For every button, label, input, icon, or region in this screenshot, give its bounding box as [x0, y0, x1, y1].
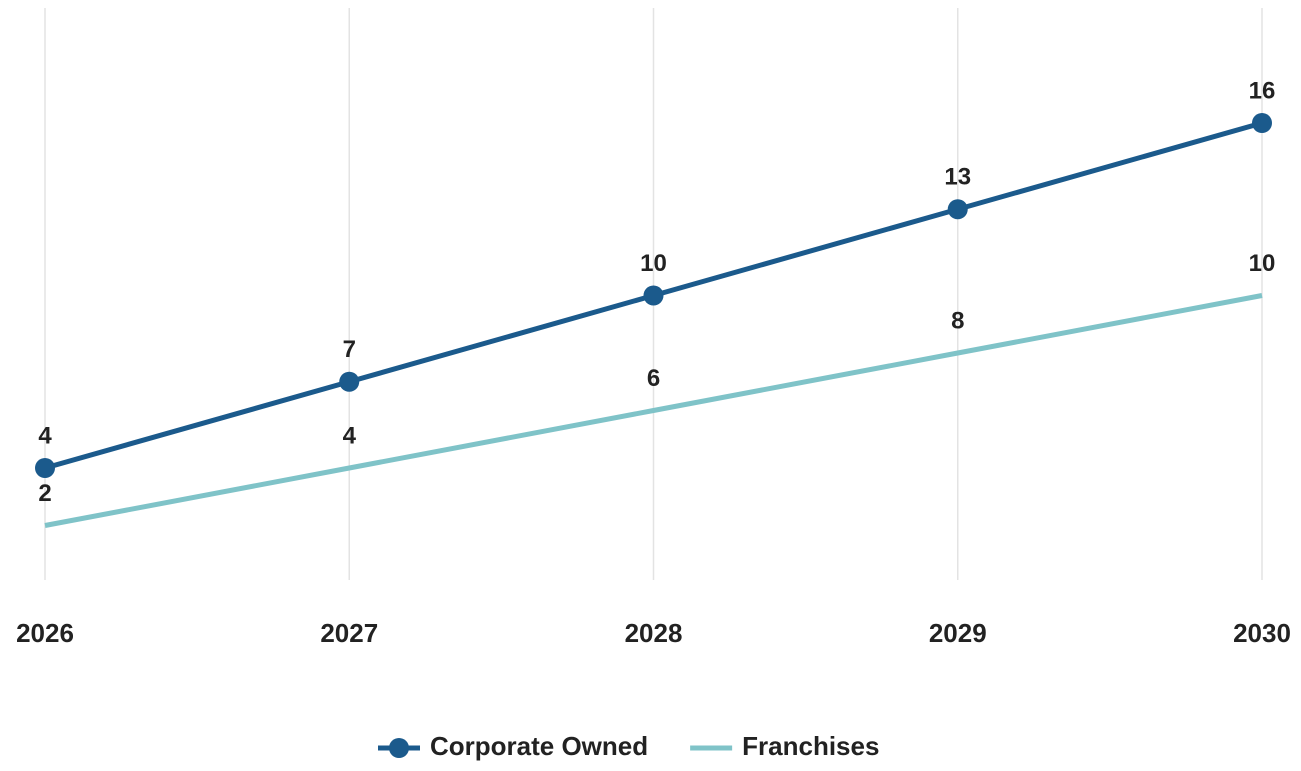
point-marker — [947, 199, 968, 220]
point-marker — [35, 458, 55, 478]
data-label: 10 — [1249, 250, 1276, 277]
data-label: 6 — [647, 365, 660, 392]
legend-label: Franchises — [742, 731, 879, 761]
data-label: 2 — [38, 480, 51, 507]
data-label: 4 — [38, 422, 52, 449]
legend-marker — [389, 738, 409, 758]
data-label: 13 — [944, 164, 971, 191]
x-tick-label: 2026 — [16, 618, 74, 648]
data-label: 10 — [640, 250, 667, 277]
x-tick-label: 2028 — [625, 618, 683, 648]
data-label: 8 — [951, 307, 964, 334]
data-label: 4 — [343, 422, 357, 449]
series-line — [44, 293, 1263, 528]
point-marker — [643, 285, 664, 306]
data-label: 16 — [1249, 77, 1276, 104]
point-marker — [339, 371, 360, 392]
x-tick-label: 2027 — [320, 618, 378, 648]
legend-label: Corporate Owned — [430, 731, 648, 761]
data-label: 7 — [343, 336, 356, 363]
point-marker — [1252, 113, 1272, 133]
x-tick-label: 2030 — [1233, 618, 1291, 648]
x-tick-label: 2029 — [929, 618, 987, 648]
